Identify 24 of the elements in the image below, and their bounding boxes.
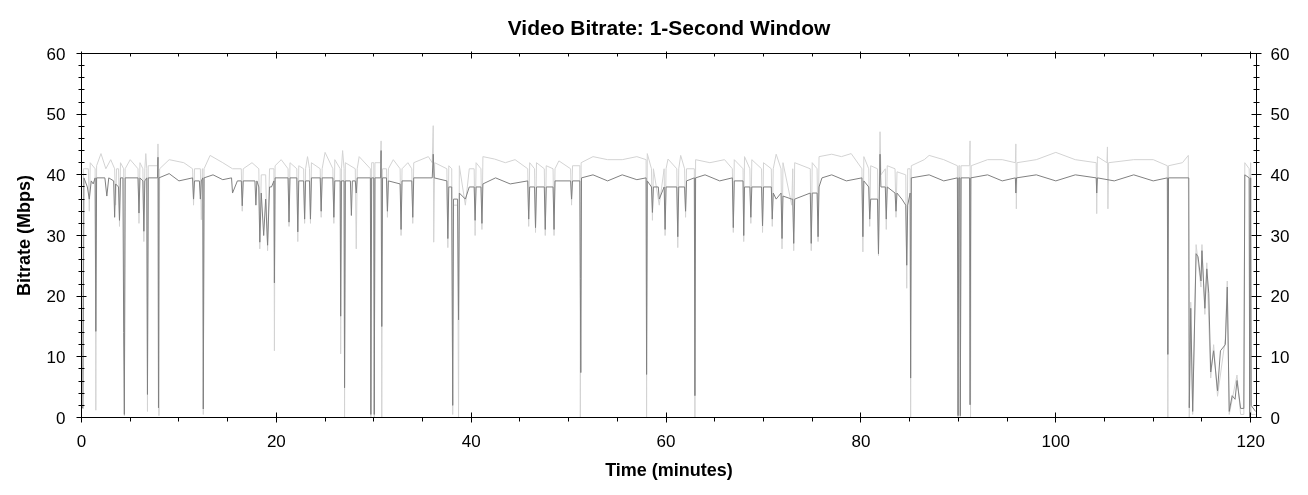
y-tick-label: 20	[46, 287, 66, 307]
y-tick-label: 0	[56, 408, 66, 428]
x-tick-label: 20	[266, 431, 286, 451]
y2-tick-label: 40	[1270, 165, 1290, 185]
y2-tick-label: 20	[1270, 287, 1290, 307]
y-axis-title: Bitrate (Mbps)	[13, 174, 34, 296]
x-tick-label: 120	[1236, 431, 1265, 451]
x-tick-label: 100	[1041, 431, 1070, 451]
y2-tick-label: 0	[1270, 408, 1280, 428]
y-tick-label: 50	[46, 105, 66, 125]
x-tick-label: 60	[656, 431, 676, 451]
y2-tick-label: 60	[1270, 44, 1290, 64]
x-axis-title: Time (minutes)	[605, 459, 733, 480]
x-tick-label: 40	[461, 431, 481, 451]
x-tick-label: 0	[76, 431, 87, 451]
chart-title: Video Bitrate: 1-Second Window	[507, 15, 831, 39]
y2-tick-label: 30	[1270, 226, 1290, 246]
y2-tick-label: 50	[1270, 105, 1290, 125]
y-tick-label: 60	[46, 44, 66, 64]
x-tick-label: 80	[851, 431, 871, 451]
y2-tick-label: 10	[1270, 347, 1290, 367]
y-tick-label: 30	[46, 226, 66, 246]
y-tick-label: 10	[46, 347, 66, 367]
y-tick-label: 40	[46, 165, 66, 185]
